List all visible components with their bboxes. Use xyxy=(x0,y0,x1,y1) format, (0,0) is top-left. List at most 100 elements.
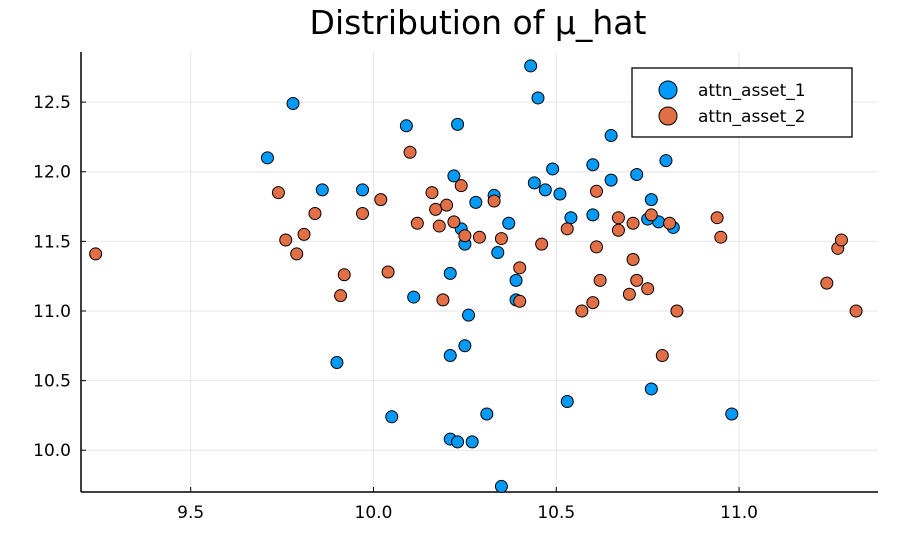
data-point xyxy=(849,304,863,318)
data-point xyxy=(399,119,413,133)
data-point xyxy=(443,349,457,363)
data-point xyxy=(659,154,673,168)
data-point xyxy=(564,211,578,225)
data-point xyxy=(611,223,625,237)
legend-marker-attn-asset-1 xyxy=(658,80,678,100)
data-point xyxy=(630,168,644,182)
data-point xyxy=(586,158,600,172)
data-point xyxy=(432,219,446,233)
data-point xyxy=(710,211,724,225)
data-point xyxy=(524,59,538,73)
data-point xyxy=(538,183,552,197)
data-point xyxy=(447,215,461,229)
data-point xyxy=(454,179,468,193)
data-point xyxy=(425,186,439,200)
data-point xyxy=(494,479,508,493)
data-point xyxy=(670,304,684,318)
legend-marker-attn-asset-2 xyxy=(658,106,678,126)
x-tick-label: 9.5 xyxy=(177,503,204,523)
x-tick-label: 10.0 xyxy=(355,503,393,523)
data-point xyxy=(458,339,472,353)
y-tick-label: 11.0 xyxy=(33,302,71,322)
data-point xyxy=(714,230,728,244)
data-point xyxy=(663,216,677,230)
data-point xyxy=(462,308,476,322)
data-point xyxy=(451,117,465,131)
data-point xyxy=(89,247,103,261)
x-tick-label: 11.0 xyxy=(720,503,758,523)
data-point xyxy=(451,435,465,449)
data-point xyxy=(297,227,311,241)
data-point xyxy=(560,222,574,236)
axis-layer: 9.5 10.0 10.5 11.0 10.0 10.5 11.0 11.5 12.0 12.5 xyxy=(33,52,878,523)
data-point xyxy=(644,208,658,222)
legend-box xyxy=(631,67,853,138)
data-point xyxy=(374,193,388,207)
data-point xyxy=(604,129,618,143)
points-layer xyxy=(89,59,863,493)
data-point xyxy=(502,216,516,230)
data-point xyxy=(260,151,274,165)
x-tick-label: 10.5 xyxy=(537,503,575,523)
data-point xyxy=(465,435,479,449)
data-point xyxy=(655,349,669,363)
data-point xyxy=(820,276,834,290)
data-point xyxy=(469,195,483,209)
data-point xyxy=(622,287,636,301)
data-point xyxy=(531,91,545,105)
y-tick-label: 10.0 xyxy=(33,441,71,461)
data-point xyxy=(513,261,527,275)
data-point xyxy=(356,207,370,221)
legend-label-attn-asset-2: attn_asset_2 xyxy=(698,107,806,127)
legend-label-attn-asset-1: attn_asset_1 xyxy=(698,81,806,101)
data-point xyxy=(271,186,285,200)
data-point xyxy=(385,410,399,424)
data-point xyxy=(644,382,658,396)
data-point xyxy=(626,252,640,266)
data-point xyxy=(480,407,494,421)
data-point xyxy=(553,187,567,201)
data-point xyxy=(407,290,421,304)
data-point xyxy=(473,230,486,244)
data-point xyxy=(447,169,461,183)
data-point xyxy=(356,183,370,197)
data-point xyxy=(286,97,300,111)
data-point xyxy=(330,356,344,370)
data-point xyxy=(641,282,655,296)
data-point xyxy=(589,184,603,198)
data-point xyxy=(403,145,417,159)
data-point xyxy=(626,216,640,230)
data-point xyxy=(834,233,848,247)
data-point xyxy=(630,273,644,287)
data-point xyxy=(586,208,600,222)
data-point xyxy=(593,273,607,287)
y-tick-label: 12.0 xyxy=(33,163,71,183)
data-point xyxy=(337,268,351,282)
data-point xyxy=(589,240,603,254)
chart-title: Distribution of μ_hat xyxy=(310,3,647,42)
data-point xyxy=(458,229,472,243)
data-point xyxy=(290,247,304,261)
data-point xyxy=(440,198,454,212)
data-point xyxy=(487,194,501,208)
data-point xyxy=(535,237,549,251)
data-point xyxy=(725,407,739,421)
data-point xyxy=(334,289,348,303)
data-point xyxy=(315,183,329,197)
y-tick-label: 10.5 xyxy=(33,372,71,392)
data-point xyxy=(527,176,541,190)
data-point xyxy=(279,233,293,247)
data-point xyxy=(436,293,450,307)
data-point xyxy=(575,304,589,318)
data-point xyxy=(381,265,395,279)
data-point xyxy=(429,202,443,216)
data-point xyxy=(443,266,457,280)
data-point xyxy=(491,246,505,260)
data-point xyxy=(494,232,508,246)
data-point xyxy=(644,193,658,207)
legend: attn_asset_1 attn_asset_2 xyxy=(631,67,853,138)
data-point xyxy=(308,207,322,221)
data-point xyxy=(604,173,618,187)
